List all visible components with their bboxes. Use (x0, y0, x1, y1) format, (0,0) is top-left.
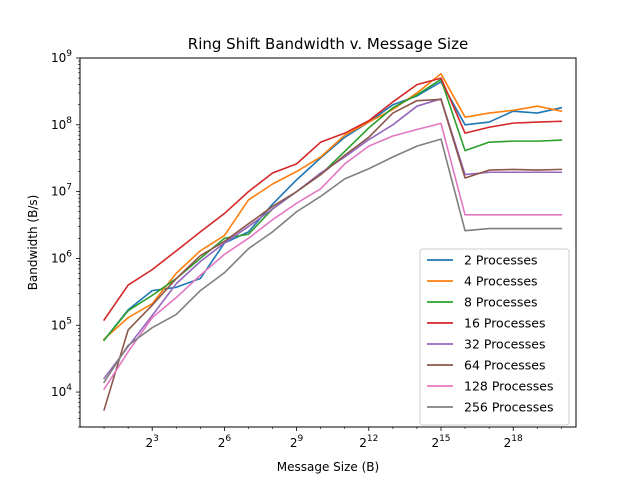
series-line-4 (102, 77, 563, 322)
legend-label: 64 Processes (464, 358, 546, 373)
chart-title: Ring Shift Bandwidth v. Message Size (188, 35, 468, 53)
legend-label: 4 Processes (464, 274, 538, 289)
legend-label: 16 Processes (464, 316, 546, 331)
y-axis-label: Bandwidth (B/s) (26, 195, 40, 291)
series-line-6 (103, 98, 563, 411)
x-axis-label: Message Size (B) (277, 460, 379, 474)
y-tick-label: 104 (51, 383, 72, 399)
legend-label: 256 Processes (464, 400, 553, 415)
y-tick-label: 109 (51, 49, 72, 65)
x-axis: 23 26 29 212 215 218 (103, 427, 562, 450)
x-tick-label: 23 (146, 434, 159, 450)
x-tick-label: 26 (218, 434, 232, 450)
x-tick-label: 212 (359, 434, 378, 450)
plot-area (79, 57, 577, 428)
y-tick-label: 105 (51, 316, 72, 332)
x-tick-label: 29 (290, 434, 304, 450)
legend-label: 2 Processes (464, 253, 538, 268)
x-tick-label: 218 (504, 434, 523, 450)
y-tick-label: 107 (51, 183, 72, 199)
legend-label: 32 Processes (464, 337, 546, 352)
legend-label: 8 Processes (464, 295, 538, 310)
series-line-8 (102, 138, 563, 384)
x-tick-label: 215 (431, 434, 450, 450)
series-line-2 (102, 73, 563, 341)
y-tick-label: 106 (51, 249, 72, 265)
y-tick-label: 108 (51, 116, 72, 132)
legend-box (419, 248, 570, 426)
y-axis: 104 105 106 107 108 109 (51, 49, 80, 428)
plot-frame (79, 57, 577, 428)
legend-label: 128 Processes (464, 379, 553, 394)
legend: 2 Processes 4 Processes 8 Processes 16 Proc… (419, 248, 570, 426)
series-line-7 (102, 122, 563, 391)
series-line-1 (102, 81, 563, 342)
series-layer (102, 73, 563, 411)
